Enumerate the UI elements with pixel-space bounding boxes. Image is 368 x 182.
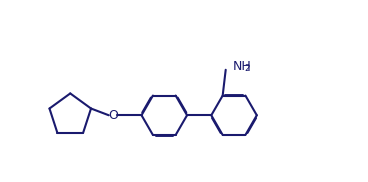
Text: O: O [108,109,118,122]
Text: NH: NH [232,60,251,73]
Text: 2: 2 [244,64,250,73]
